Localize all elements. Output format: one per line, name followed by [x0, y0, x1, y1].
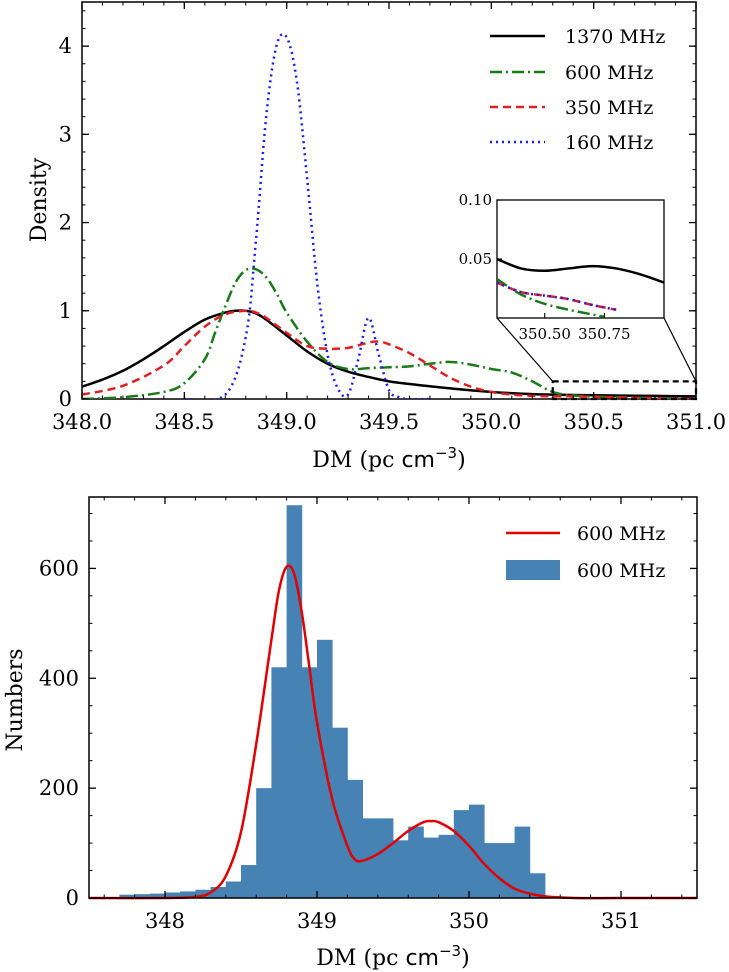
- legend-label-histogram: 600 MHz: [577, 560, 665, 582]
- histogram-ytick-label: 0: [66, 886, 79, 910]
- histogram-plot-frame: [88, 496, 698, 899]
- histogram-bar: [438, 834, 455, 898]
- histogram-xlabel: DM (pc cm−3): [316, 942, 469, 971]
- histogram-ytick-label: 400: [39, 666, 79, 690]
- density-xlabel-exp: −3: [435, 444, 457, 462]
- histogram-xtick-label: 349: [297, 909, 337, 933]
- zoom-connector-left: [496, 317, 554, 382]
- histogram-bar: [377, 818, 394, 898]
- legend-label-fit: 600 MHz: [577, 523, 665, 545]
- density-ytick-label: 0: [59, 387, 72, 411]
- histogram-ytick-label: 200: [39, 776, 79, 800]
- inset-curve-160-mhz: [497, 281, 617, 311]
- legend-label-600: 600 MHz: [565, 62, 653, 84]
- density-xtick-label: 351.0: [666, 410, 726, 434]
- histogram-bar: [119, 894, 135, 898]
- inset-xtick-label: 350.50: [518, 325, 571, 343]
- density-xtick-label: 349.0: [257, 410, 317, 434]
- density-xtick-label: 350.5: [564, 410, 624, 434]
- histogram-bar: [149, 893, 166, 898]
- histogram-bar: [241, 865, 257, 898]
- histogram-ylabel: Numbers: [3, 648, 28, 751]
- inset-frame: [496, 199, 665, 319]
- histogram-bar: [423, 837, 439, 898]
- density-xlabel-main: DM (pc: [312, 448, 401, 473]
- histogram-bar: [514, 826, 531, 898]
- density-xtick-label: 349.5: [359, 410, 419, 434]
- density-ylabel: Density: [27, 157, 52, 242]
- histogram-bar: [134, 894, 151, 898]
- inset-ticks: 350.50 350.75 0.05 0.10: [459, 191, 631, 343]
- histogram-bar: [469, 804, 485, 898]
- density-curve-350-mhz: [82, 309, 696, 399]
- density-panel: 348.0 348.5 349.0 349.5 350.0 350.5 351.001234…: [27, 1, 726, 473]
- histogram-bar: [301, 667, 318, 898]
- density-curve-600-mhz: [82, 267, 696, 399]
- histogram-xtick-label: 351: [601, 909, 641, 933]
- histogram-bar: [332, 727, 348, 898]
- density-xtick-label: 348.5: [154, 410, 214, 434]
- histogram-panel: 348 349 350 351 0 200 400 600 Numbers DM (pc cm…: [3, 496, 698, 971]
- density-legend: 1370 MHz 600 MHz 350 MHz 160 MHz: [490, 26, 665, 154]
- density-xlabel-close: ): [457, 448, 466, 473]
- inset-curve-1370-mhz: [497, 257, 664, 284]
- histogram-bar: [225, 881, 242, 898]
- density-ytick-label: 4: [59, 34, 72, 58]
- density-xlabel-unit: cm: [401, 448, 435, 473]
- histogram-bar: [499, 843, 515, 898]
- histogram-bar: [393, 840, 409, 898]
- histogram-fit-curve: [88, 564, 697, 900]
- zoom-connectors: [496, 317, 698, 401]
- inset-ytick-label: 0.10: [459, 191, 492, 209]
- histogram-xtick-label: 348: [145, 909, 185, 933]
- density-ytick-label: 3: [59, 122, 72, 146]
- histogram-bar: [529, 873, 546, 898]
- inset-curve-600-mhz: [497, 278, 605, 318]
- histogram-bar: [271, 667, 287, 898]
- zoom-connector-right: [663, 317, 697, 382]
- density-ticks: 348.0 348.5 349.0 349.5 350.0 350.5 351.0 0 1 2 3 4: [52, 2, 726, 434]
- histogram-xtick-label: 350: [449, 909, 489, 933]
- density-curve-1370-mhz: [82, 309, 696, 398]
- histogram-bar: [453, 810, 470, 898]
- density-ytick-label: 1: [59, 299, 72, 323]
- zoom-inset: 350.50 350.75 0.05 0.10: [459, 191, 665, 343]
- histogram-xlabel-unit: cm: [405, 946, 439, 971]
- density-curve-160-mhz: [184, 32, 430, 399]
- density-xtick-label: 350.0: [461, 410, 521, 434]
- legend-patch-histogram: [506, 560, 560, 580]
- inset-curves: [497, 257, 664, 318]
- density-xlabel: DM (pc cm−3): [312, 444, 465, 473]
- inset-xtick-label: 350.75: [578, 325, 631, 343]
- zoom-region-box: [551, 380, 698, 401]
- histogram-bars: [119, 505, 546, 898]
- histogram-bar: [408, 826, 424, 898]
- histogram-ticks: 348 349 350 351 0 200 400 600: [39, 497, 697, 933]
- histogram-xlabel-main: DM (pc: [316, 946, 405, 971]
- density-ytick-label: 2: [59, 211, 72, 235]
- histogram-bar: [286, 505, 303, 898]
- density-curves: [82, 32, 696, 399]
- histogram-xlabel-exp: −3: [439, 942, 461, 960]
- legend-label-350: 350 MHz: [565, 97, 653, 119]
- legend-label-160: 160 MHz: [565, 132, 653, 154]
- histogram-bar: [210, 887, 227, 898]
- histogram-xlabel-close: ): [461, 946, 470, 971]
- histogram-legend: 600 MHz 600 MHz: [506, 523, 665, 582]
- histogram-bar: [256, 788, 272, 898]
- histogram-ytick-label: 600: [39, 556, 79, 580]
- inset-ytick-label: 0.05: [459, 250, 492, 268]
- histogram-bar: [180, 891, 196, 898]
- histogram-bar: [347, 779, 363, 898]
- density-xtick-label: 348.0: [52, 410, 112, 434]
- histogram-bar: [195, 889, 211, 898]
- legend-label-1370: 1370 MHz: [565, 26, 665, 48]
- histogram-fit: [88, 564, 697, 900]
- histogram-bar: [165, 892, 181, 898]
